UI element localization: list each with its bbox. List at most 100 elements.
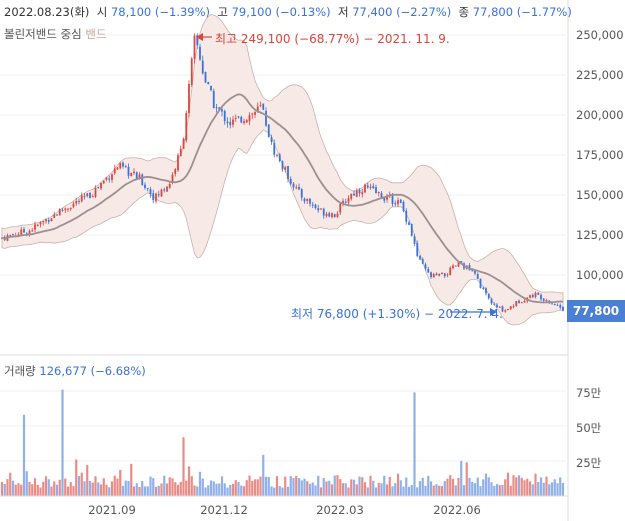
volume-bar <box>344 483 347 496</box>
candle-body <box>427 269 430 273</box>
indicator-band-label: 밴드 <box>85 27 107 41</box>
volume-bar <box>91 482 94 496</box>
volume-bar <box>171 478 174 496</box>
volume-bar <box>275 476 279 496</box>
candle-body <box>336 213 339 217</box>
candle-body <box>58 208 61 216</box>
volume-bar <box>179 481 182 496</box>
volume-bar <box>559 477 562 496</box>
candle-body <box>509 306 512 310</box>
candlestick-series <box>1 33 564 313</box>
candle-body <box>496 304 498 308</box>
candle-body <box>163 189 166 191</box>
volume-bar <box>83 481 86 496</box>
candle-body <box>56 214 58 216</box>
candle-body <box>31 230 34 232</box>
candle-body <box>413 236 416 244</box>
volume-bar <box>138 486 141 496</box>
volume-bar <box>542 482 545 496</box>
volume-bar <box>77 476 81 496</box>
volume-bar <box>523 480 526 496</box>
volume-bar <box>383 475 386 496</box>
candle-body <box>303 198 306 202</box>
candle-body <box>221 109 223 112</box>
candle-body <box>306 198 309 201</box>
volume-bar <box>347 487 350 496</box>
volume-bar <box>55 484 59 496</box>
y-tick: 175,000 <box>576 148 624 162</box>
volume-bar <box>47 479 50 496</box>
volume-bar <box>231 483 235 496</box>
candle-body <box>424 264 427 269</box>
volume-bar <box>20 484 23 496</box>
candle-body <box>78 201 80 203</box>
volume-bar <box>410 485 413 496</box>
volume-bar <box>42 481 45 496</box>
candle-body <box>377 192 380 194</box>
volume-bar <box>116 478 119 496</box>
volume-bar <box>94 476 97 496</box>
volume-bar <box>105 484 108 496</box>
volume-bar <box>141 481 144 496</box>
candle-body <box>199 46 201 60</box>
volume-bar <box>487 477 490 496</box>
volume-bar <box>110 481 114 496</box>
volume-bar <box>454 485 457 496</box>
volume-bar <box>432 485 435 496</box>
volume-bar <box>33 478 37 496</box>
grid-lines <box>0 34 566 462</box>
candle-body <box>270 137 273 142</box>
volume-tick: 25만 <box>576 456 602 470</box>
candle-body <box>534 292 537 298</box>
volume-bar <box>402 486 405 496</box>
volume-bar <box>113 475 116 496</box>
volume-bar <box>385 484 389 496</box>
candle-body <box>201 60 204 74</box>
volume-bar <box>314 485 317 496</box>
candle-body <box>289 178 292 184</box>
volume-bar <box>339 479 342 496</box>
candle-body <box>28 230 31 235</box>
candle-body <box>405 210 408 222</box>
volume-bar <box>350 479 353 496</box>
volume-bar <box>218 483 221 496</box>
volume-bar <box>157 485 160 496</box>
volume-bar <box>479 486 482 496</box>
candle-body <box>155 193 157 202</box>
candle-body <box>133 171 135 174</box>
candle-body <box>402 201 405 212</box>
volume-bar <box>234 480 237 496</box>
candle-body <box>553 303 556 305</box>
candle-body <box>333 214 336 217</box>
candle-body <box>311 204 314 206</box>
indicator-center-label: 볼린저밴드 중심 <box>4 27 82 41</box>
low-annotation: 최저 76,800 (+1.30%) − 2022. 7. 4. <box>291 307 503 321</box>
volume-bar <box>251 480 254 496</box>
candle-body <box>36 224 39 226</box>
high-label: 고 <box>217 5 228 19</box>
candle-body <box>482 287 485 289</box>
candle-body <box>83 195 86 197</box>
volume-bar <box>187 466 191 496</box>
candle-body <box>138 174 141 178</box>
candle-body <box>226 121 229 124</box>
candle-body <box>23 228 25 233</box>
candle-body <box>94 187 97 197</box>
candle-body <box>69 207 72 210</box>
volume-bar <box>336 475 339 496</box>
volume-bar <box>17 483 20 496</box>
candle-body <box>212 91 215 109</box>
candle-body <box>232 119 234 125</box>
candle-body <box>251 113 254 115</box>
bollinger-center-line <box>1 93 564 304</box>
volume-bar <box>58 479 61 496</box>
candle-body <box>179 148 182 157</box>
candle-body <box>171 174 174 183</box>
volume-bar <box>352 479 356 496</box>
volume-bar <box>462 485 466 496</box>
candle-body <box>443 273 446 277</box>
volume-bar <box>132 486 136 496</box>
volume-bar <box>146 486 149 496</box>
candle-body <box>531 294 534 298</box>
volume-bar <box>366 487 369 496</box>
